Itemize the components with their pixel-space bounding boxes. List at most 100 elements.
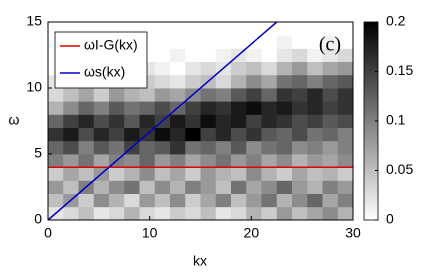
- heatmap-cell: [154, 101, 171, 115]
- heatmap-cell: [246, 88, 262, 102]
- heatmap-cell: [276, 74, 293, 89]
- heatmap-cell: [307, 74, 323, 89]
- heatmap-cell: [322, 127, 339, 142]
- heatmap-cell: [231, 127, 247, 142]
- heatmap-cell: [215, 22, 232, 36]
- heatmap-cell: [200, 101, 217, 115]
- heatmap-cell: [93, 193, 110, 208]
- heatmap-cell: [139, 167, 156, 181]
- heatmap-cell: [154, 154, 171, 168]
- heatmap-cell: [337, 48, 354, 62]
- heatmap-cell: [185, 74, 201, 89]
- heatmap-cell: [185, 140, 201, 155]
- heatmap-cell: [200, 114, 217, 128]
- heatmap-cell: [154, 88, 171, 102]
- heatmap-cell: [246, 167, 262, 181]
- heatmap-cell: [322, 101, 339, 115]
- heatmap-cell: [307, 193, 323, 208]
- heatmap-cell: [276, 167, 293, 181]
- heatmap-cell: [109, 114, 125, 128]
- heatmap-cell: [322, 167, 339, 181]
- heatmap-cell: [246, 74, 262, 89]
- heatmap-cell: [292, 61, 308, 76]
- heatmap-cell: [337, 61, 354, 76]
- heatmap-cell: [322, 35, 339, 49]
- heatmap-cell: [231, 114, 247, 128]
- heatmap-cell: [261, 167, 278, 181]
- heatmap-cell: [307, 22, 323, 36]
- heatmap-cell: [109, 140, 125, 155]
- heatmap-cell: [93, 127, 110, 142]
- heatmap-cell: [170, 140, 186, 155]
- heatmap-cell: [276, 101, 293, 115]
- heatmap-cell: [78, 154, 95, 168]
- heatmap-cell: [231, 88, 247, 102]
- heatmap-cell: [200, 180, 217, 194]
- heatmap-cell: [276, 193, 293, 208]
- heatmap-cell: [276, 140, 293, 155]
- heatmap-cell: [292, 101, 308, 115]
- heatmap-cell: [215, 167, 232, 181]
- heatmap-cell: [292, 127, 308, 142]
- heatmap-cell: [246, 114, 262, 128]
- heatmap-cell: [337, 35, 354, 49]
- heatmap-cell: [231, 167, 247, 181]
- heatmap-cell: [307, 206, 323, 221]
- heatmap-cell: [170, 61, 186, 76]
- heatmap-cell: [93, 206, 110, 221]
- heatmap-cell: [322, 74, 339, 89]
- heatmap-cell: [170, 48, 186, 62]
- heatmap-cell: [109, 206, 125, 221]
- heatmap-cell: [109, 127, 125, 142]
- heatmap-cell: [48, 180, 64, 194]
- heatmap-cell: [185, 22, 201, 36]
- heatmap-cell: [246, 154, 262, 168]
- heatmap-cell: [200, 206, 217, 221]
- heatmap-cell: [337, 193, 354, 208]
- heatmap-cell: [322, 206, 339, 221]
- heatmap-cell: [109, 101, 125, 115]
- heatmap-cell: [261, 88, 278, 102]
- heatmap-cell: [322, 22, 339, 36]
- heatmap-cell: [261, 180, 278, 194]
- heatmap-cell: [322, 140, 339, 155]
- heatmap-cell: [261, 35, 278, 49]
- heatmap-cell: [215, 140, 232, 155]
- heatmap-cell: [276, 61, 293, 76]
- heatmap-cell: [215, 101, 232, 115]
- colorbar-tick-label: 0.1: [386, 112, 406, 128]
- heatmap-cell: [78, 127, 95, 142]
- heatmap-cell: [109, 180, 125, 194]
- heatmap-cell: [48, 167, 64, 181]
- heatmap-cell: [154, 127, 171, 142]
- heatmap-cell: [246, 193, 262, 208]
- heatmap-cell: [307, 101, 323, 115]
- heatmap-cell: [200, 88, 217, 102]
- heatmap-cell: [337, 206, 354, 221]
- heatmap-cell: [93, 180, 110, 194]
- heatmap-cell: [78, 206, 95, 221]
- heatmap-cell: [170, 206, 186, 221]
- heatmap-cell: [322, 193, 339, 208]
- heatmap-cell: [292, 48, 308, 62]
- heatmap-cell: [170, 193, 186, 208]
- heatmap-cell: [185, 154, 201, 168]
- heatmap-cell: [200, 127, 217, 142]
- y-tick-label: 5: [34, 145, 42, 161]
- heatmap-cell: [154, 140, 171, 155]
- heatmap-cell: [109, 193, 125, 208]
- heatmap-cell: [93, 114, 110, 128]
- heatmap-cell: [261, 48, 278, 62]
- heatmap-cell: [170, 88, 186, 102]
- heatmap-cell: [185, 61, 201, 76]
- heatmap-cell: [261, 74, 278, 89]
- heatmap-cell: [261, 193, 278, 208]
- heatmap-cell: [276, 127, 293, 142]
- heatmap-cell: [78, 140, 95, 155]
- heatmap-cell: [337, 127, 354, 142]
- legend-box: [54, 31, 148, 89]
- heatmap-cell: [307, 61, 323, 76]
- heatmap-cell: [63, 140, 79, 155]
- heatmap-cell: [231, 35, 247, 49]
- heatmap-cell: [292, 167, 308, 181]
